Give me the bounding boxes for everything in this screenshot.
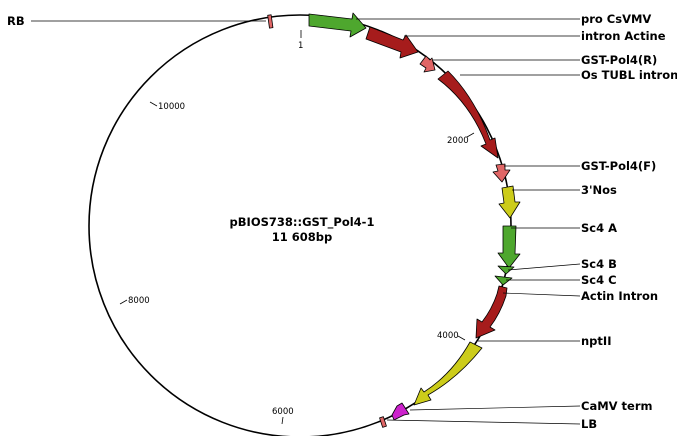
feature-arrow-sc4-a[interactable]: [497, 225, 521, 269]
feature-arrow-sc4-c[interactable]: [494, 275, 513, 286]
feature-label-gst-pol4-r[interactable]: GST-Pol4(R): [581, 53, 657, 67]
feature-label-rb[interactable]: RB: [7, 14, 25, 28]
feature-arrow-pro-csvmv[interactable]: [308, 12, 367, 38]
feature-arrow-camv-term[interactable]: [391, 402, 410, 421]
tick-label-4000: 4000: [437, 331, 459, 341]
feature-label-pro-csvmv[interactable]: pro CsVMV: [581, 12, 651, 26]
feature-arrow-sc4-b[interactable]: [497, 265, 515, 275]
feature-label-sc4-a[interactable]: Sc4 A: [581, 221, 617, 235]
feature-arrow-nptii[interactable]: [413, 341, 483, 406]
feature-label-intron-actine[interactable]: intron Actine: [581, 29, 666, 43]
feature-arrow-actin-intron[interactable]: [475, 285, 508, 339]
tick-label-2000: 2000: [447, 136, 469, 146]
tick-label-6000: 6000: [272, 407, 294, 417]
tick-label-1: 1: [298, 41, 303, 51]
feature-labels: RB pro CsVMV intron Actine GST-Pol4(R) O…: [7, 12, 677, 431]
feature-label-sc4-c[interactable]: Sc4 C: [581, 273, 617, 287]
rb-marker[interactable]: [267, 14, 274, 29]
feature-label-3-nos[interactable]: 3'Nos: [581, 183, 617, 197]
feature-arrow-3-nos[interactable]: [498, 185, 521, 219]
feature-label-camv-term[interactable]: CaMV term: [581, 399, 653, 413]
feature-arrow-gst-pol4-r[interactable]: [419, 55, 436, 73]
tick-labels: 1 2000 4000 6000 8000 10000: [128, 41, 469, 417]
feature-label-nptii[interactable]: nptII: [581, 334, 611, 348]
plasmid-size: 11 608bp: [272, 230, 332, 244]
leader-lines: [31, 18, 581, 425]
feature-arrow-gst-pol4-f[interactable]: [492, 163, 511, 183]
feature-shapes: [267, 12, 521, 428]
plasmid-name: pBIOS738::GST_Pol4-1: [230, 215, 375, 230]
feature-label-os-tubl-intron[interactable]: Os TUBL intron: [581, 68, 677, 82]
feature-label-sc4-b[interactable]: Sc4 B: [581, 257, 617, 271]
feature-arrow-intron-actine[interactable]: [365, 26, 419, 59]
tick-label-10000: 10000: [158, 102, 185, 112]
feature-label-lb[interactable]: LB: [581, 417, 597, 431]
feature-arrow-os-tubl-intron[interactable]: [437, 70, 499, 159]
feature-label-gst-pol4-f[interactable]: GST-Pol4(F): [581, 159, 656, 173]
feature-label-actin-intron[interactable]: Actin Intron: [581, 289, 658, 303]
tick-marks: [119, 30, 475, 425]
lb-marker[interactable]: [379, 416, 387, 428]
tick-label-8000: 8000: [128, 296, 150, 306]
